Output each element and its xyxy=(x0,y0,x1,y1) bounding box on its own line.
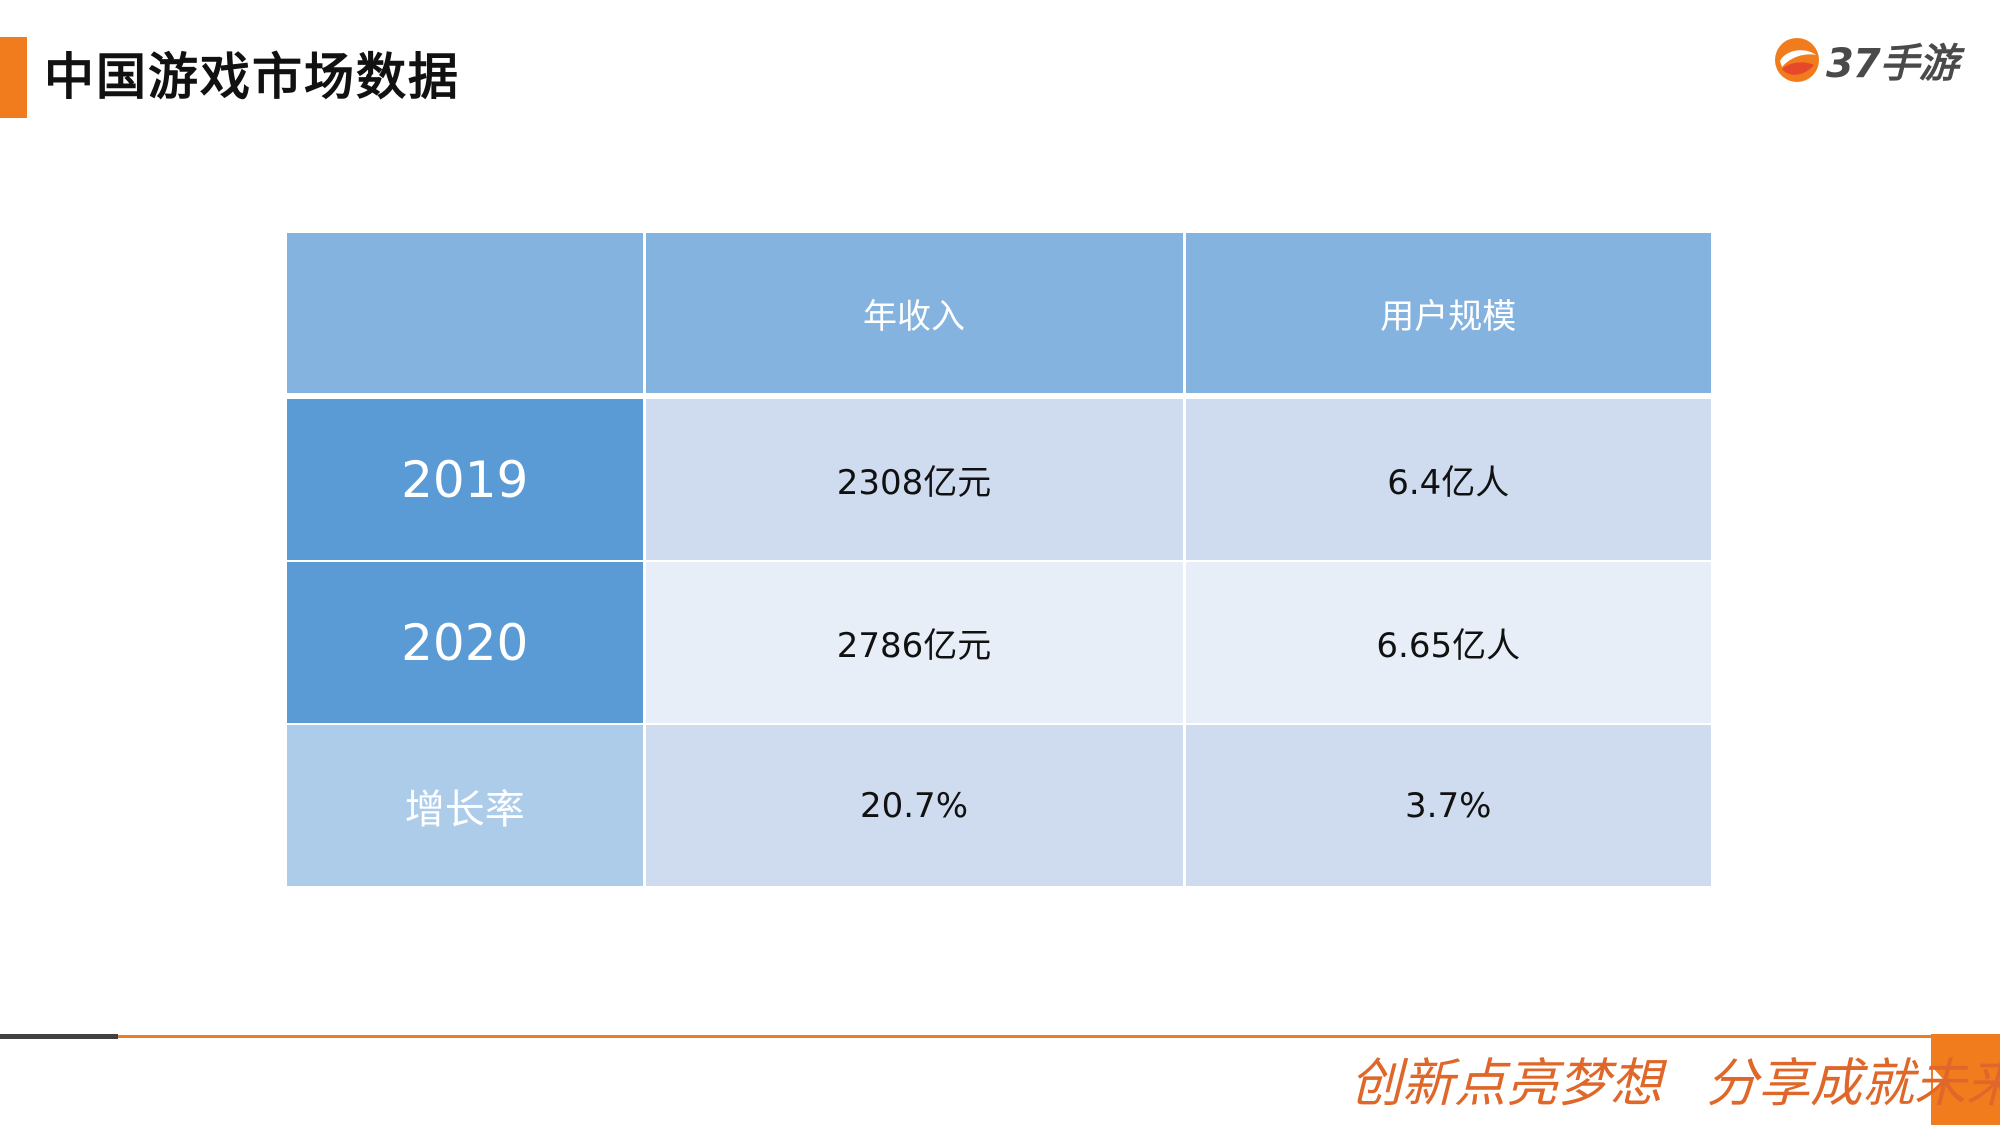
users-growth: 3.7% xyxy=(1184,724,1711,888)
footer-dark-segment xyxy=(0,1034,118,1039)
header-corner-cell xyxy=(287,233,646,399)
revenue-2020: 2786亿元 xyxy=(644,561,1186,725)
brand-logo: 37手游 xyxy=(1772,30,1959,90)
revenue-2019: 2308亿元 xyxy=(644,396,1186,562)
logo-swirl-icon xyxy=(1775,38,1819,82)
logo-text: 37手游 xyxy=(1826,41,1959,87)
footer-orange-line xyxy=(118,1035,1931,1038)
page-title: 中国游戏市场数据 xyxy=(44,48,460,106)
table-header-row: 年收入 用户规模 xyxy=(287,233,1711,399)
header-revenue: 年收入 xyxy=(644,233,1186,399)
row-label-2020: 2020 xyxy=(287,561,646,725)
revenue-growth: 20.7% xyxy=(644,724,1186,888)
row-label-growth: 增长率 xyxy=(287,724,646,888)
header-users: 用户规模 xyxy=(1184,233,1711,399)
title-accent-bar xyxy=(0,37,27,118)
table-row-2019: 2019 2308亿元 6.4亿人 xyxy=(287,396,1711,562)
market-data-table: 年收入 用户规模 2019 2308亿元 6.4亿人 2020 2786亿元 6… xyxy=(287,233,1711,888)
table-row-2020: 2020 2786亿元 6.65亿人 xyxy=(287,561,1711,725)
slogan-part-1: 创新点亮梦想 xyxy=(1350,1054,1663,1114)
slogan-part-2: 分享成就未来 xyxy=(1706,1054,2000,1114)
table-row-growth: 增长率 20.7% 3.7% xyxy=(287,724,1711,888)
users-2020: 6.65亿人 xyxy=(1184,561,1711,725)
footer-arrow-icon xyxy=(1933,1068,1943,1090)
row-label-2019: 2019 xyxy=(287,396,646,562)
footer-slogan: 创新点亮梦想 分享成就未来 xyxy=(1350,1048,2000,1120)
users-2019: 6.4亿人 xyxy=(1184,396,1711,562)
